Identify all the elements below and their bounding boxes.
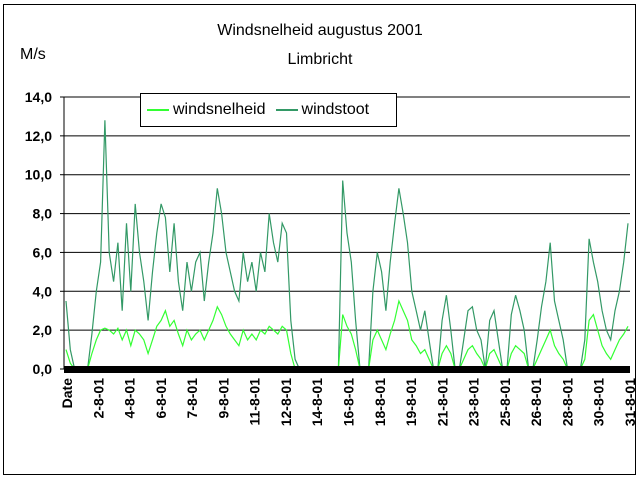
y-tick-label: 14,0 [25, 89, 52, 105]
y-tick-label: 2,0 [33, 322, 53, 338]
y-tick-label: 0,0 [33, 361, 53, 377]
chart-frame [3, 4, 636, 475]
x-tick-label: 19-8-01 [403, 378, 419, 426]
y-tick-label: 6,0 [33, 244, 53, 260]
y-tick-label: 8,0 [33, 206, 53, 222]
x-tick-label: 31-8-01 [622, 378, 638, 426]
y-tick-label: 4,0 [33, 283, 53, 299]
y-tick-label: 12,0 [25, 128, 52, 144]
legend-label-windsnelheid: windsnelheid [173, 101, 266, 118]
x-tick-label: 4-8-01 [122, 378, 138, 419]
legend-label-windstoot: windstoot [301, 101, 370, 118]
chart-subtitle: Limbricht [287, 51, 353, 68]
x-tick-label: 28-8-01 [559, 378, 575, 426]
x-tick-label: 14-8-01 [309, 378, 325, 426]
y-tick-label: 10,0 [25, 167, 52, 183]
x-tick-label: 18-8-01 [372, 378, 388, 426]
x-tick-label: 11-8-01 [247, 378, 263, 426]
y-axis-label: M/s [20, 46, 46, 63]
x-tick-label: 16-8-01 [341, 378, 357, 426]
legend-swatch-windsnelheid [147, 109, 169, 111]
x-tick-label: 26-8-01 [528, 378, 544, 426]
series-line-windstoot [65, 120, 629, 370]
legend-item-windsnelheid: windsnelheid [147, 101, 266, 119]
x-tick-label: 6-8-01 [153, 378, 169, 419]
x-tick-label: 21-8-01 [434, 378, 450, 426]
x-tick-label: 30-8-01 [591, 378, 607, 426]
legend-swatch-windstoot [275, 109, 298, 111]
x-tick-label: 9-8-01 [215, 378, 231, 419]
x-tick-label: 23-8-01 [466, 378, 482, 426]
legend-item-windstoot: windstoot [275, 101, 370, 119]
x-tick-label: Date [59, 378, 75, 409]
chart-title: Windsnelheid augustus 2001 [217, 22, 423, 39]
x-tick-label: 7-8-01 [184, 378, 200, 419]
x-axis-baseline [64, 366, 630, 373]
x-tick-label: 12-8-01 [278, 378, 294, 426]
series-line-windsnelheid [65, 299, 629, 371]
chart-legend: windsnelheid windstoot [140, 93, 397, 127]
x-tick-label: 25-8-01 [497, 378, 513, 426]
x-tick-label: 2-8-01 [90, 378, 106, 419]
